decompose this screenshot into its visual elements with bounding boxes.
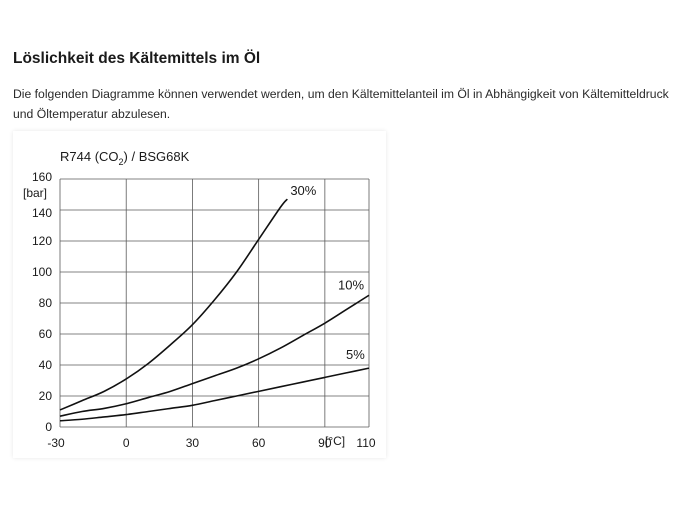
x-axis-unit-label: [°C] — [325, 434, 345, 448]
series-line-3 — [59, 367, 370, 422]
y-axis-unit-label: [bar] — [23, 186, 47, 200]
chart-title: R744 (CO2) / BSG68K — [60, 149, 190, 167]
x-tick-label: -30 — [47, 436, 65, 450]
y-tick-label: 20 — [39, 389, 53, 403]
series-label: 5% — [346, 347, 365, 362]
y-tick-label: 60 — [39, 327, 53, 341]
chart-card: R744 (CO2) / BSG68K 0 20 40 60 80 100 120 140 16… — [13, 131, 386, 458]
y-tick-label: 140 — [32, 206, 52, 220]
y-tick-label: 160 — [32, 170, 52, 184]
series-line-2 — [59, 294, 370, 417]
y-tick-label: 100 — [32, 265, 52, 279]
x-tick-label: 0 — [123, 436, 130, 450]
series-label: 30% — [290, 183, 316, 198]
solubility-chart: R744 (CO2) / BSG68K 02040608010012014016… — [23, 149, 376, 450]
y-tick-label: 120 — [32, 234, 52, 248]
section-heading: Löslichkeit des Kältemittels im Öl — [13, 50, 261, 67]
y-tick-label: 40 — [39, 358, 53, 372]
series-label: 10% — [338, 277, 364, 292]
chart-title-prefix: R744 (CO — [60, 149, 119, 164]
x-tick-label: 60 — [252, 436, 266, 450]
chart-title-suffix: ) / BSG68K — [124, 149, 190, 164]
y-tick-label: 80 — [39, 296, 53, 310]
intro-paragraph: Die folgenden Diagramme können verwendet… — [13, 87, 669, 121]
x-tick-label: 90 — [318, 436, 332, 450]
x-tick-label: 110 — [356, 436, 375, 450]
chart-title-sub: 2 — [119, 157, 124, 167]
x-tick-label: 30 — [186, 436, 200, 450]
series-line-1 — [59, 198, 288, 411]
y-tick-label: 0 — [45, 420, 52, 434]
